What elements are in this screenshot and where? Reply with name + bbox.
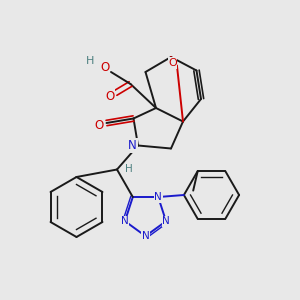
Text: N: N: [128, 139, 137, 152]
Text: H: H: [86, 56, 94, 67]
Text: O: O: [100, 61, 109, 74]
Text: N: N: [121, 216, 129, 226]
Text: N: N: [142, 231, 149, 241]
Text: O: O: [105, 89, 114, 103]
Text: O: O: [168, 58, 177, 68]
Text: N: N: [162, 216, 170, 226]
Text: O: O: [94, 119, 103, 132]
Text: H: H: [125, 164, 133, 175]
Text: N: N: [154, 192, 162, 202]
